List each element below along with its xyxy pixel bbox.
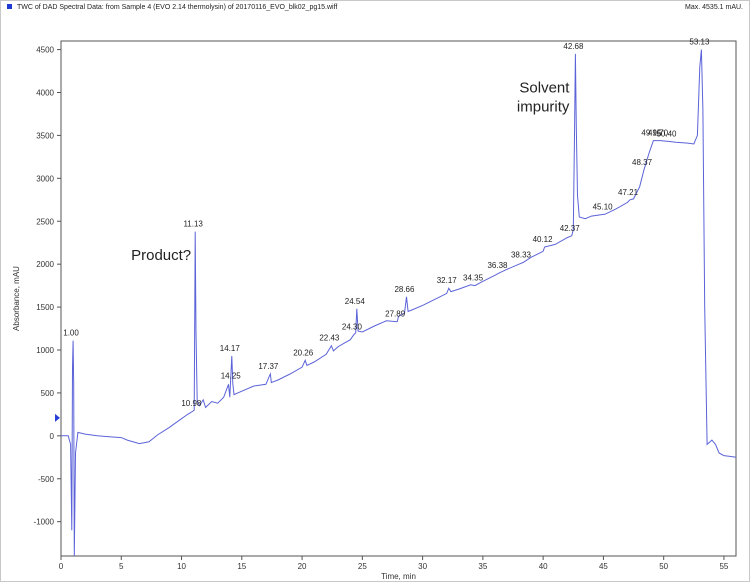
x-tick-label: 40 [539,562,548,571]
y-tick-label: 2500 [36,217,54,226]
axes [60,40,737,557]
peak-label: 49.15 [641,129,662,138]
y-tick-label: 1000 [36,346,54,355]
x-tick-label: 50 [659,562,668,571]
peak-label: 24.30 [342,323,363,332]
peak-label: 40.12 [533,235,554,244]
annotation-label: Solvent [519,80,570,97]
peak-label: 1.00 [63,329,79,338]
y-tick-label: -1000 [34,518,55,527]
series-marker-icon [7,4,12,9]
ticks: 0 5 10 15 20 25 30 35 40 45 50 55 -1000 -500 0 500 1000 1… [34,46,729,571]
x-tick-label: 45 [599,562,608,571]
peak-label: 27.89 [385,310,406,319]
y-tick-label: 500 [41,389,55,398]
y-tick-label: 2000 [36,260,54,269]
x-tick-label: 30 [418,562,427,571]
y-tick-label: 0 [50,432,55,441]
peak-label: 10.98 [181,399,202,408]
peak-label: 14.17 [220,344,241,353]
peak-label: 48.37 [632,158,653,167]
y-tick-label: 4000 [36,89,54,98]
annotation-label: impurity [517,98,570,115]
y-tick-label: 3500 [36,131,54,140]
x-tick-label: 10 [177,562,186,571]
y-tick-label: 1500 [36,303,54,312]
peak-label: 49.70 [648,129,669,138]
y-tick-label: 3000 [36,174,54,183]
peak-label: 32.17 [437,276,458,285]
absorbance-trace [61,49,737,557]
annotation-label: Product? [131,247,191,264]
peak-label: 22.43 [319,334,340,343]
peak-label: 14.25 [221,371,242,380]
peak-label: 38.33 [511,250,532,259]
peak-label: 34.35 [463,274,484,283]
x-tick-label: 5 [119,562,124,571]
y-tick-label: 4500 [36,46,54,55]
peak-label: 11.13 [183,220,203,229]
plot-area-frame [60,40,737,557]
peak-label: 47.21 [618,188,639,197]
y-tick-label: -500 [38,475,55,484]
chart-header: TWC of DAD Spectral Data: from Sample 4 … [7,4,743,16]
peak-label: 36.38 [487,261,508,270]
x-tick-label: 20 [298,562,307,571]
peak-label: 42.68 [563,42,584,51]
x-tick-label: 15 [237,562,246,571]
peak-label: 17.37 [258,362,279,371]
peak-label: 42.37 [560,224,581,233]
peak-label: 24.54 [345,297,366,306]
x-tick-label: 25 [358,562,367,571]
peak-label: 20.26 [293,348,314,357]
peak-label: 53.13 [689,38,710,47]
max-value-label: Max. 4535.1 mAU. [685,4,743,11]
x-tick-label: 0 [59,562,64,571]
peak-label: 50.40 [656,129,677,138]
baseline-marker-icon [55,413,60,422]
x-axis-title: Time, min [381,572,416,581]
y-axis-title: Absorbance, mAU [12,266,21,331]
x-tick-label: 55 [719,562,728,571]
peak-label: 28.66 [394,285,415,294]
peak-label: 45.10 [593,202,614,211]
peak-labels: 1.0010.9811.1314.1714.2517.3720.2622.432… [63,38,710,408]
chart-title: TWC of DAD Spectral Data: from Sample 4 … [17,4,338,11]
x-tick-label: 35 [478,562,487,571]
